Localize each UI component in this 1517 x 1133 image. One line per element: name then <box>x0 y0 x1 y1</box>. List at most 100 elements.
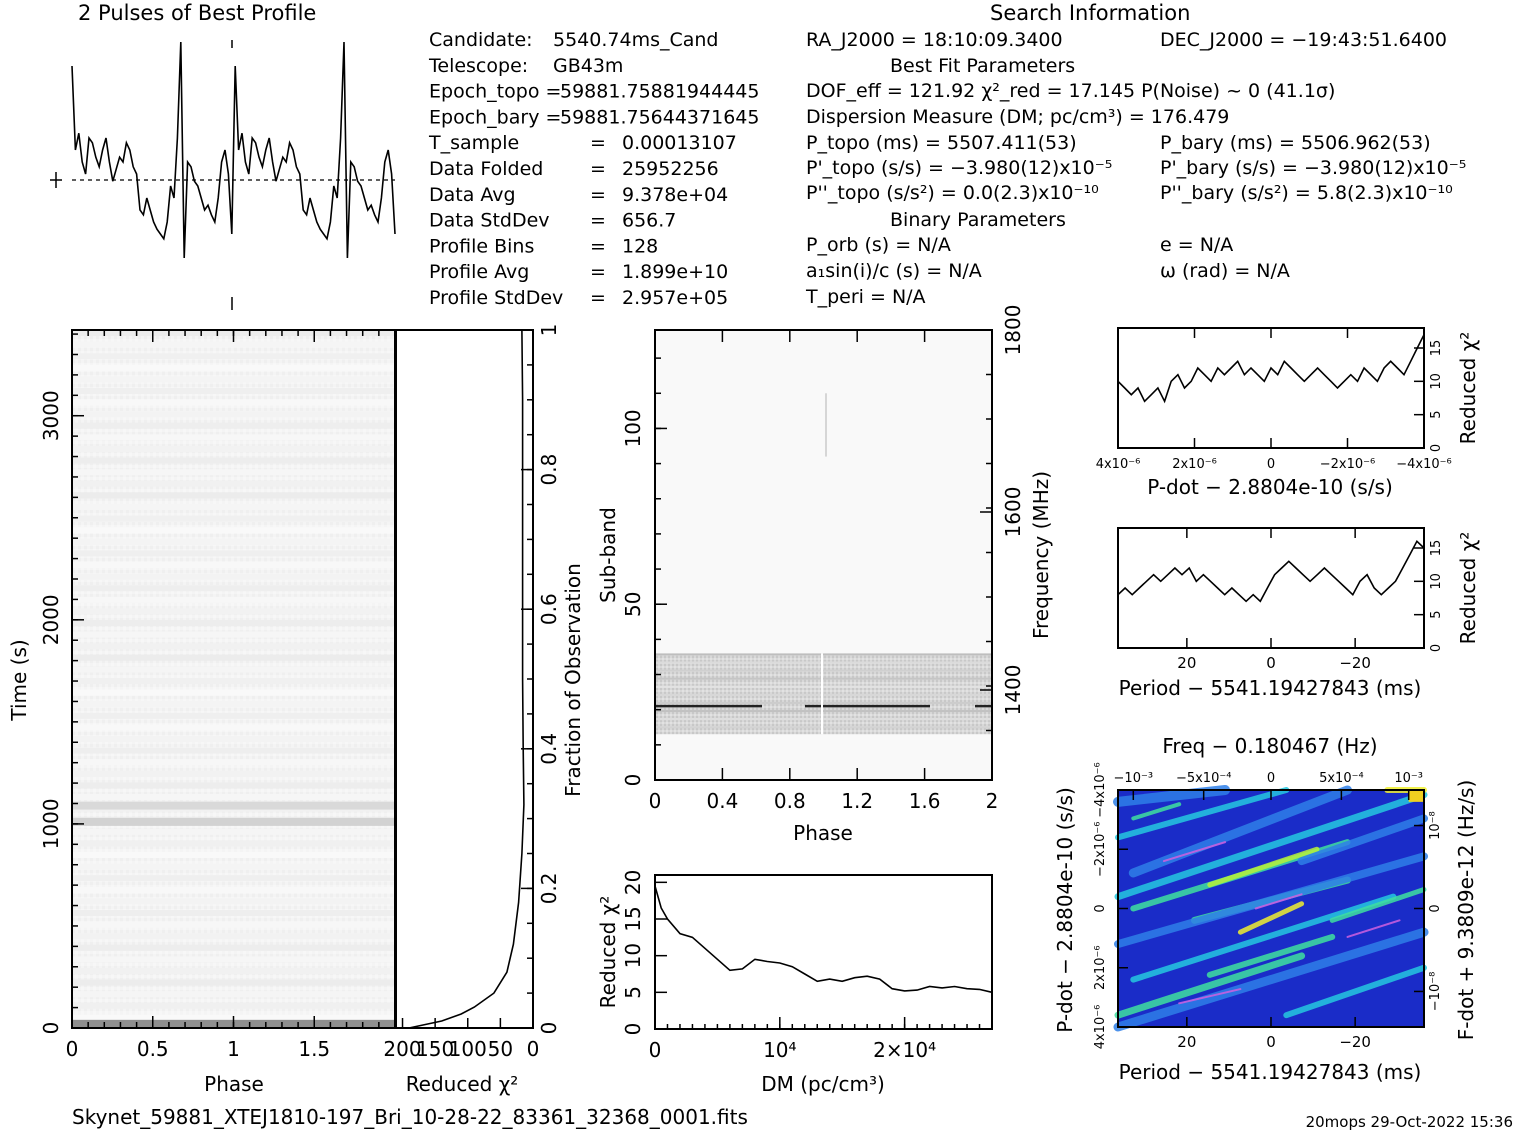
sb-ytick-label: 100 <box>621 409 645 447</box>
ppdot-streak <box>1131 802 1182 821</box>
ppdot-ytick-label: −4x10⁻⁶ <box>1093 762 1108 817</box>
pdot-chi2-plot: 4x10⁻⁶ 2x10⁻⁶ 0 −2x10⁻⁶ −4x10⁻⁶ 0 5 10 15 P-dot … <box>1096 327 1480 499</box>
sb-band-row <box>655 701 992 704</box>
frac-xtick-label: 50 <box>488 1037 513 1061</box>
porb-text: P_orb (s) = N/A <box>806 234 951 256</box>
ppdot-ylabel: P-dot − 2.8804e-10 (s/s) <box>1053 787 1077 1033</box>
info-eq-7: = <box>590 210 606 232</box>
profile-plot <box>50 40 396 310</box>
tp-row <box>72 979 395 986</box>
tp-row <box>72 585 395 592</box>
sb-band-row <box>655 718 992 721</box>
dm-ytick-label: 0 <box>621 1023 645 1036</box>
tp-ytick-label: 0 <box>39 1022 63 1035</box>
sb-band-row <box>655 661 992 664</box>
p-pdot-plane-plot: 20 0 −20 −10⁻³ −5x10⁻⁴ 0 5x10⁻⁴ 10⁻³ 4x10⁻⁶ 2x10⁻… <box>1053 734 1478 1084</box>
info-value-4: 0.00013107 <box>622 132 737 154</box>
tp-row <box>72 399 395 406</box>
tp-row <box>72 353 395 360</box>
ppdot-ytick-label: −2x10⁻⁶ <box>1093 822 1108 877</box>
sb-xtick-label: 0.8 <box>774 789 806 813</box>
pddbary-text: P''_bary (s/s²) = 5.8(2.3)x10⁻¹⁰ <box>1160 182 1453 204</box>
tp-row <box>72 515 395 522</box>
tp-row <box>72 654 395 661</box>
info-label-8: Profile Bins <box>429 235 534 257</box>
sb-band-row <box>655 726 992 729</box>
tp-row <box>72 573 395 580</box>
dof-text: DOF_eff = 121.92 χ²_red = 17.145 P(Noise… <box>806 80 1335 102</box>
tp-row <box>72 527 395 534</box>
period-chi2-line <box>1117 539 1425 603</box>
tp-row <box>72 910 395 916</box>
ppdot-streak <box>1114 852 1428 949</box>
period-xtick-label: −20 <box>1339 654 1371 672</box>
candidate-info: Candidate: 5540.74ms_Cand Telescope: GB43m E… <box>428 29 759 309</box>
frac-ytick-label: 0.8 <box>537 454 561 486</box>
tp-row <box>72 689 395 696</box>
ppdot-streak <box>1113 785 1231 807</box>
period-ytick-label: 0 <box>1429 644 1444 652</box>
info-value-5: 25952256 <box>622 158 719 180</box>
ptopo-text: P_topo (ms) = 5507.411(53) <box>806 132 1077 154</box>
tp-row <box>72 863 395 870</box>
tp-ytick-label: 2000 <box>39 594 63 645</box>
frac-ytick-label: 0 <box>537 1022 561 1035</box>
frac-ytick-label: 0.4 <box>537 733 561 765</box>
time-phase-xlabel: Phase <box>204 1072 264 1096</box>
tp-row <box>72 666 395 673</box>
subband-phase-plot: 0 0.4 0.8 1.2 1.6 2 0 50 100 1400 1600 1800 Phase S… <box>596 305 1053 845</box>
ppdot-streak <box>1114 952 1306 1019</box>
dm-ytick-label: 15 <box>621 906 645 931</box>
ppdot-corner <box>1408 790 1424 802</box>
chi2-fraction-xlabel: Reduced χ² <box>406 1072 519 1096</box>
sb-xtick-label: 2 <box>986 789 999 813</box>
tp-row <box>72 364 395 371</box>
pdot-ytick-label: 10 <box>1429 373 1444 390</box>
ppdot-x2tick-label: 5x10⁻⁴ <box>1319 771 1364 786</box>
tp-row <box>72 747 395 754</box>
pbary-text: P_bary (ms) = 5506.962(53) <box>1160 132 1431 154</box>
sb-y2tick-label: 1400 <box>1001 665 1025 716</box>
pdot-frame <box>1117 327 1425 449</box>
info-value-9: 1.899e+10 <box>622 261 728 283</box>
dm-xtick-label: 0 <box>649 1038 662 1062</box>
fdot-y2label: F-dot + 9.3809e-12 (Hz/s) <box>1454 780 1478 1041</box>
pdbary-text: P'_bary (s/s) = −3.980(12)x10⁻⁵ <box>1160 157 1466 179</box>
dm-frame <box>654 874 993 1030</box>
profile-line <box>71 41 396 259</box>
sb-band-row <box>655 693 992 696</box>
dm-ytick-label: 10 <box>621 943 645 968</box>
ppdot-ytick-label: 2x10⁻⁶ <box>1093 945 1108 990</box>
ppdot-streak <box>1283 964 1427 1019</box>
info-eq-9: = <box>590 261 606 283</box>
info-eq-6: = <box>590 184 606 206</box>
tp-row <box>72 678 395 684</box>
frac-xtick-label: 200 <box>383 1037 421 1061</box>
frequency-ylabel: Frequency (MHz) <box>1029 471 1053 639</box>
ppdot-streak <box>1297 814 1428 866</box>
sb-band-row <box>655 653 992 656</box>
ppdot-x2tick-label: −5x10⁻⁴ <box>1176 771 1231 786</box>
tp-ytick-label: 3000 <box>39 390 63 441</box>
ppdot-streak <box>1178 988 1242 1005</box>
tp-row <box>72 991 395 998</box>
info-eq-10: = <box>590 287 606 309</box>
tp-row <box>72 434 395 441</box>
tp-row <box>72 968 395 974</box>
tp-row <box>72 759 395 766</box>
period-ytick-label: 10 <box>1429 573 1444 590</box>
dm-xtick-label: 10⁴ <box>763 1038 796 1062</box>
info-value-6: 9.378e+04 <box>622 184 728 206</box>
tp-ytick-label: 1000 <box>39 798 63 849</box>
info-value-1: GB43m <box>553 55 623 77</box>
tp-xtick-label: 0 <box>66 1037 79 1061</box>
sb-xtick-label: 1.2 <box>841 789 873 813</box>
ppdot-xtick-label: −20 <box>1339 1033 1371 1051</box>
dm-chi2-plot: 0 10⁴ 2×10⁴ 0 5 10 15 20 DM (pc/cm³) Reduced χ² <box>596 870 993 1096</box>
tp-row <box>72 480 395 487</box>
ppdot-x2tick-label: 0 <box>1267 771 1275 786</box>
fraction-ylabel: Fraction of Observation <box>561 563 585 797</box>
tp-row <box>72 944 395 951</box>
